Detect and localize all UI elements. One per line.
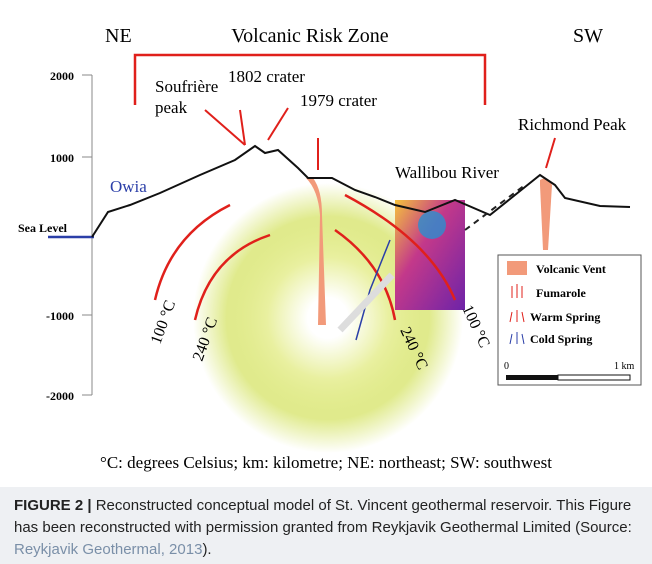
- label: NE: [105, 25, 132, 47]
- y-axis: [82, 75, 92, 395]
- axis-label: 2000: [50, 69, 74, 83]
- label: 1979 crater: [300, 91, 377, 110]
- legend-label: Fumarole: [536, 286, 586, 300]
- isotherm-label: 100 °C: [148, 298, 179, 346]
- isotherm-label: 100 °C: [458, 303, 492, 351]
- axis-label: 1000: [50, 151, 74, 165]
- scale-label: 1 km: [614, 361, 635, 372]
- caption-end: ).: [202, 541, 211, 558]
- legend-swatch: [507, 261, 527, 275]
- label: 1802 crater: [228, 67, 305, 86]
- figure: NE Volcanic Risk Zone SW 2000 1000 Sea L…: [0, 0, 652, 487]
- page: NE Volcanic Risk Zone SW 2000 1000 Sea L…: [0, 0, 652, 564]
- resistivity-anomaly: [418, 211, 446, 239]
- scale-label: 0: [504, 361, 509, 372]
- axis-label: Sea Level: [18, 221, 68, 235]
- axis-label: -1000: [46, 309, 74, 323]
- label: SW: [573, 25, 603, 47]
- label: Wallibou River: [395, 163, 499, 182]
- pointer-arrows: [205, 108, 555, 170]
- caption-text: Reconstructed conceptual model of St. Vi…: [14, 497, 632, 536]
- caption-link[interactable]: Reykjavik Geothermal, 2013: [14, 541, 202, 558]
- legend-label: Volcanic Vent: [536, 262, 606, 276]
- label: Owia: [110, 177, 147, 196]
- footnote: °C: degrees Celsius; km: kilometre; NE: …: [100, 453, 552, 472]
- caption-label: FIGURE 2 |: [14, 497, 92, 514]
- label: Richmond Peak: [518, 115, 627, 134]
- label: Soufrière: [155, 77, 218, 96]
- axis-label: -2000: [46, 389, 74, 403]
- vent: [540, 178, 552, 250]
- legend: Volcanic Vent Fumarole Warm Spring Cold …: [498, 255, 641, 385]
- label: peak: [155, 98, 188, 117]
- legend-label: Warm Spring: [530, 310, 600, 324]
- legend-label: Cold Spring: [530, 332, 592, 346]
- label: Volcanic Risk Zone: [231, 25, 389, 47]
- caption: FIGURE 2 | Reconstructed conceptual mode…: [0, 487, 652, 564]
